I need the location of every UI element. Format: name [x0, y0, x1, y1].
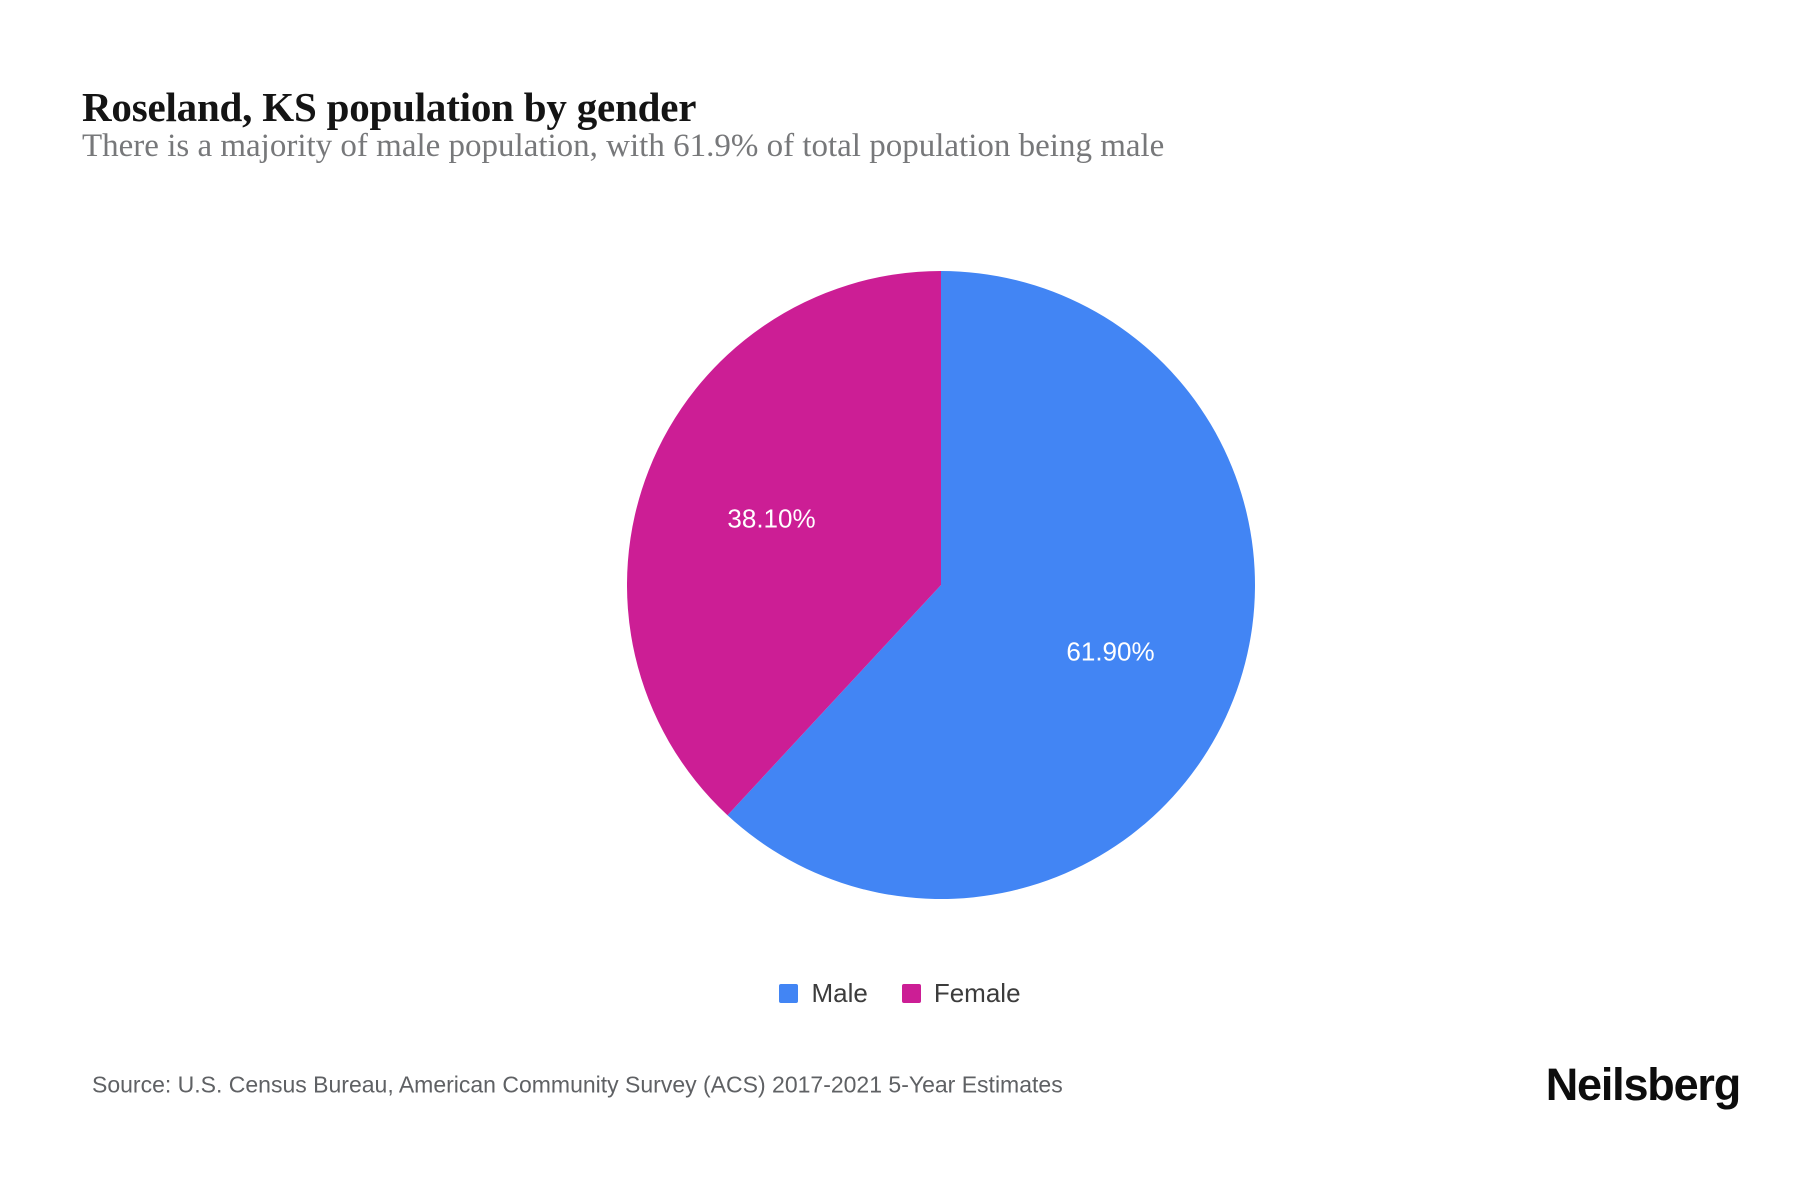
chart-legend: Male Female [0, 980, 1800, 1006]
brand-logo: Neilsberg [1545, 1059, 1741, 1110]
pie-chart: 38.10% 61.90% [627, 271, 1255, 899]
pie-slice-label-female: 38.10% [727, 504, 815, 534]
legend-label-male: Male [811, 978, 868, 1008]
page-title: Roseland, KS population by gender [82, 84, 697, 131]
pie-slice-male[interactable] [727, 271, 1255, 899]
legend-item-female[interactable]: Female [901, 978, 1021, 1008]
legend-swatch-male-icon [779, 983, 799, 1003]
pie-slice-label-male: 61.90% [1066, 637, 1154, 667]
chart-subtitle: There is a majority of male population, … [82, 128, 1165, 164]
legend-item-male[interactable]: Male [779, 978, 868, 1008]
pie-slice-female[interactable] [627, 271, 941, 816]
source-note: Source: U.S. Census Bureau, American Com… [92, 1071, 1063, 1098]
legend-swatch-female-icon [901, 983, 921, 1003]
pie-chart-svg: 38.10% 61.90% [627, 271, 1255, 899]
legend-label-female: Female [933, 978, 1021, 1008]
